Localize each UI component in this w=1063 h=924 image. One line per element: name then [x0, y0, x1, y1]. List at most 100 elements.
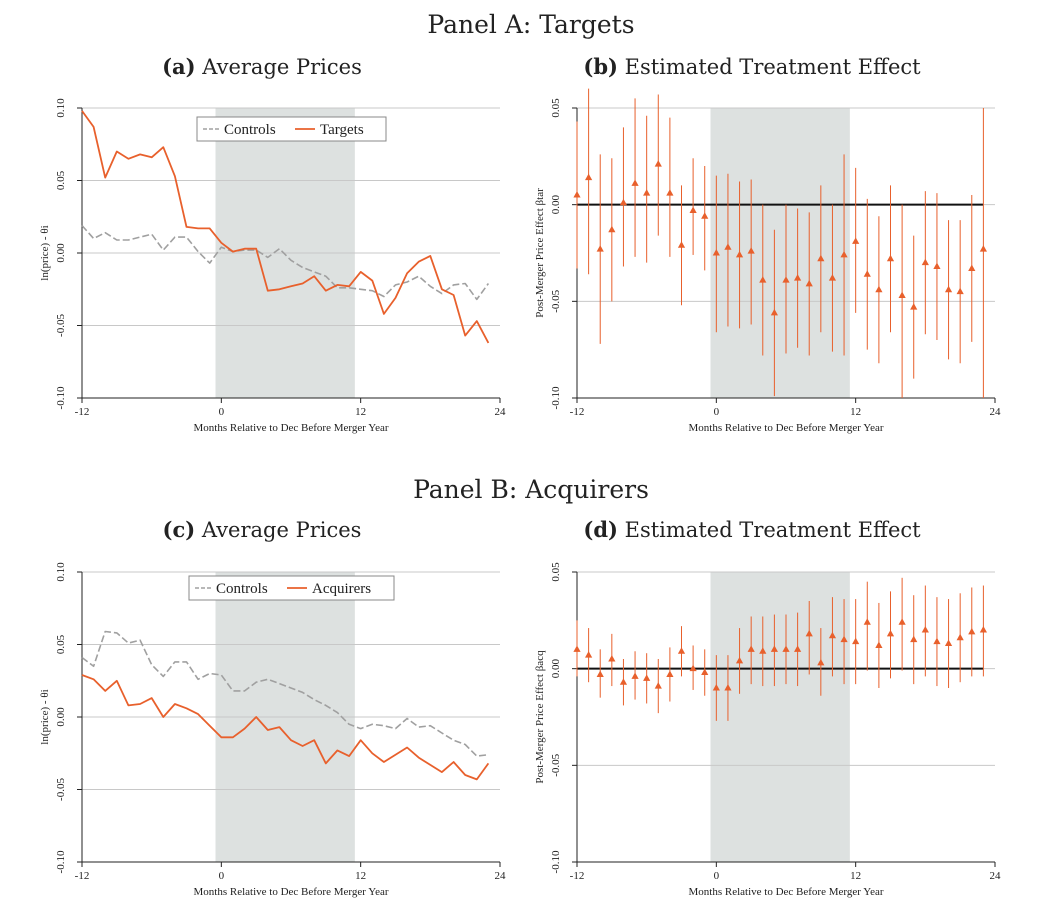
- estimate-point: [794, 274, 802, 281]
- estimate-point: [886, 629, 895, 637]
- x-axis-label: Months Relative to Dec Before Merger Yea…: [194, 422, 389, 434]
- estimate-point: [608, 225, 616, 233]
- estimate-point: [852, 637, 860, 645]
- chart-title-text: Estimated Treatment Effect: [618, 55, 921, 79]
- estimate-point: [689, 206, 697, 213]
- shaded-region: [710, 572, 850, 862]
- estimate-point: [596, 670, 604, 677]
- estimate-point: [701, 212, 709, 219]
- x-axis-label: Months Relative to Dec Before Merger Yea…: [194, 886, 389, 898]
- x-tick-label: 0: [714, 870, 720, 882]
- x-axis-label: Months Relative to Dec Before Merger Yea…: [689, 422, 884, 434]
- estimate-point: [863, 270, 871, 277]
- estimate-point: [956, 287, 964, 295]
- x-tick-label: 0: [219, 406, 225, 418]
- x-tick-label: -12: [570, 406, 585, 418]
- chart-letter: (a): [162, 54, 195, 79]
- x-tick-label: -12: [75, 870, 90, 882]
- y-axis-label: Post-Merger Price Effect βacq: [534, 650, 546, 784]
- estimate-point: [677, 241, 686, 248]
- estimate-point: [666, 670, 674, 677]
- estimate-point: [910, 303, 918, 310]
- y-tick-label: 0.00: [55, 243, 67, 263]
- estimate-point: [608, 655, 616, 662]
- estimate-point: [805, 279, 813, 287]
- y-tick-label: 0.10: [55, 562, 67, 582]
- estimate-point: [643, 674, 651, 681]
- series-line-controls: [81, 224, 490, 301]
- chart-a-average-prices-targets: (a) Average Prices -0.10 -0.05 0.00 0.05 0.10…: [39, 54, 506, 434]
- estimate-point: [944, 285, 953, 293]
- series-line-targets: [81, 110, 490, 344]
- x-tick-label: 0: [714, 406, 720, 418]
- y-tick-label: -0.05: [550, 753, 562, 776]
- estimate-point: [689, 664, 697, 672]
- estimate-point: [782, 276, 790, 283]
- estimate-point: [677, 647, 686, 654]
- x-axis-label: Months Relative to Dec Before Merger Yea…: [689, 886, 884, 898]
- estimate-point: [898, 291, 906, 299]
- estimate-point: [805, 629, 813, 637]
- y-tick-label: 0.05: [55, 634, 67, 654]
- chart-letter: (b): [583, 54, 618, 79]
- x-tick-label: -12: [75, 406, 90, 418]
- estimate-point: [643, 189, 651, 196]
- x-tick-label: 24: [495, 870, 507, 882]
- estimate-point: [979, 245, 987, 252]
- x-tick-label: 24: [990, 870, 1002, 882]
- estimate-point: [944, 639, 953, 647]
- x-tick-label: 12: [850, 406, 861, 418]
- estimate-point: [921, 258, 929, 266]
- estimate-point: [573, 191, 581, 198]
- y-axis-label: ln(price) - θi: [39, 689, 51, 744]
- series-line-acquirers: [81, 674, 490, 781]
- estimate-point: [573, 645, 581, 652]
- estimate-point: [979, 626, 987, 633]
- chart-b-treatment-effect-targets: (b) Estimated Treatment Effect -0.10 -0.05…: [534, 54, 1001, 434]
- estimate-point: [747, 247, 755, 254]
- chart-title: (c) Average Prices: [163, 517, 362, 542]
- y-tick-label: -0.05: [550, 289, 562, 312]
- estimate-point: [817, 658, 825, 666]
- estimate-point: [619, 198, 628, 206]
- estimate-point: [735, 250, 744, 258]
- chart-title-text: Average Prices: [195, 518, 361, 542]
- chart-letter: (d): [583, 517, 618, 542]
- estimate-point: [666, 189, 674, 196]
- chart-title-text: Estimated Treatment Effect: [618, 518, 921, 542]
- estimate-point: [631, 179, 639, 186]
- estimate-point: [701, 668, 709, 676]
- estimate-point: [782, 645, 790, 652]
- y-tick-label: -0.10: [55, 850, 67, 873]
- x-tick-label: 24: [495, 406, 507, 418]
- legend-label-acquirers: Acquirers: [312, 581, 371, 597]
- estimate-point: [968, 627, 976, 635]
- estimate-point: [828, 631, 837, 639]
- estimate-point: [933, 637, 941, 645]
- chart-letter: (c): [163, 517, 196, 542]
- estimate-point: [875, 285, 883, 293]
- estimate-point: [840, 635, 848, 643]
- series-line-controls: [81, 630, 489, 757]
- estimate-point: [852, 237, 860, 244]
- estimate-point: [863, 618, 871, 625]
- estimate-point: [770, 645, 778, 652]
- estimate-point: [712, 249, 720, 256]
- y-tick-label: 0.00: [550, 659, 562, 679]
- estimate-point: [585, 651, 593, 658]
- panel-b-title: Panel B: Acquirers: [413, 475, 649, 504]
- chart-title: (d) Estimated Treatment Effect: [583, 517, 921, 542]
- chart-title-text: Average Prices: [196, 55, 362, 79]
- estimate-point: [968, 264, 976, 271]
- estimate-point: [712, 684, 720, 691]
- y-tick-label: -0.10: [550, 386, 562, 409]
- chart-title: (a) Average Prices: [162, 54, 362, 79]
- y-tick-label: 0.05: [55, 170, 67, 190]
- estimate-point: [956, 633, 964, 641]
- panel-a-title: Panel A: Targets: [427, 10, 634, 39]
- estimate-point: [875, 641, 883, 648]
- estimate-point: [596, 245, 604, 252]
- estimate-point: [921, 626, 929, 633]
- shaded-region: [710, 108, 850, 398]
- x-tick-label: 12: [355, 406, 366, 418]
